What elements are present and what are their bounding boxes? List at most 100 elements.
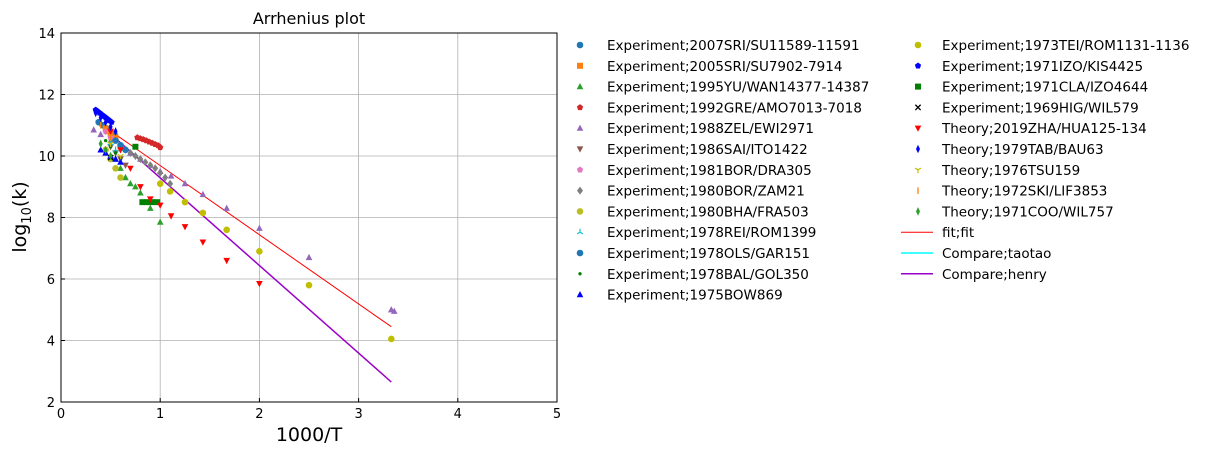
data-point bbox=[167, 213, 175, 220]
legend-entry: Experiment;1969HIG/WIL579 bbox=[914, 100, 1139, 116]
legend-label: Experiment;2007SRI/SU11589-11591 bbox=[607, 38, 860, 54]
legend-marker bbox=[576, 291, 584, 298]
legend-marker bbox=[576, 146, 584, 153]
legend-entry: Experiment;1973TEI/ROM1131-1136 bbox=[914, 38, 1189, 54]
series-theory-2019zha-hua125-134 bbox=[107, 128, 263, 288]
legend-marker bbox=[576, 208, 584, 215]
legend-label: Theory;1976TSU159 bbox=[941, 163, 1080, 179]
legend-label: Experiment;1978BAL/GOL350 bbox=[607, 267, 809, 283]
legend-entry: Experiment;1978REI/ROM1399 bbox=[576, 225, 816, 241]
data-point bbox=[103, 117, 108, 127]
data-point bbox=[112, 155, 119, 162]
data-point bbox=[137, 189, 144, 196]
legend-label: Theory;1979TAB/BAU63 bbox=[941, 142, 1104, 158]
x-axis-label: 1000/T bbox=[276, 424, 343, 446]
legend-label: Experiment;1995YU/WAN14377-14387 bbox=[607, 80, 869, 96]
data-point bbox=[167, 179, 174, 188]
legend-marker bbox=[915, 83, 921, 90]
legend-entry: Experiment;1980BOR/ZAM21 bbox=[577, 184, 805, 200]
legend-label: Experiment;1980BOR/ZAM21 bbox=[607, 184, 805, 200]
data-point bbox=[142, 158, 149, 167]
data-point bbox=[127, 180, 134, 187]
data-point bbox=[122, 162, 129, 169]
data-point bbox=[256, 281, 263, 288]
legend-entry: Experiment;1995YU/WAN14377-14387 bbox=[576, 80, 869, 96]
legend-entry: Theory;1971COO/WIL757 bbox=[916, 204, 1114, 220]
data-point bbox=[113, 151, 118, 155]
y-tick-label: 2 bbox=[47, 396, 55, 411]
legend-label: Experiment;1975BOW869 bbox=[607, 288, 783, 304]
data-point bbox=[139, 199, 146, 206]
data-point bbox=[112, 165, 119, 172]
legend-entry: Experiment;1971CLA/IZO4644 bbox=[915, 80, 1148, 96]
legend-entry: Compare;taotao bbox=[901, 246, 1051, 262]
data-point bbox=[108, 118, 115, 125]
data-point bbox=[108, 151, 113, 161]
legend-label: Experiment;2005SRI/SU7902-7914 bbox=[607, 59, 842, 75]
data-point bbox=[112, 137, 119, 144]
data-point bbox=[305, 281, 313, 289]
data-point bbox=[256, 248, 263, 255]
legend-entry: Experiment;1971IZO/KIS4425 bbox=[914, 59, 1143, 75]
y-tick-label: 4 bbox=[47, 335, 55, 350]
data-point bbox=[137, 155, 144, 163]
data-point bbox=[167, 172, 175, 179]
data-point bbox=[117, 158, 124, 165]
line-fit-fit bbox=[95, 120, 392, 328]
legend-label: Experiment;1978REI/ROM1399 bbox=[607, 225, 816, 241]
legend-entry: Theory;2019ZHA/HUA125-134 bbox=[914, 121, 1147, 137]
legend-entry: Experiment;1978OLS/GAR151 bbox=[576, 246, 810, 262]
legend-marker bbox=[576, 166, 584, 173]
data-point bbox=[117, 174, 124, 181]
legend-marker bbox=[914, 167, 922, 174]
data-point bbox=[117, 147, 124, 154]
data-point bbox=[157, 169, 164, 177]
series-experiment-1973tei-rom1131-1136 bbox=[156, 180, 395, 343]
data-point bbox=[127, 165, 134, 172]
legend-entry: Experiment;1981BOR/DRA305 bbox=[576, 163, 812, 179]
line-compare-henry bbox=[100, 124, 392, 383]
legend-label: Experiment;1981BOR/DRA305 bbox=[607, 163, 812, 179]
data-point bbox=[147, 204, 154, 211]
legend-marker bbox=[576, 83, 584, 90]
legend-entry: Experiment;1978BAL/GOL350 bbox=[578, 267, 809, 283]
data-point bbox=[156, 202, 164, 209]
data-point bbox=[199, 190, 207, 198]
data-point bbox=[122, 173, 129, 181]
data-point bbox=[166, 188, 174, 195]
y-axis-label: log10(k) bbox=[9, 181, 35, 252]
data-point bbox=[305, 253, 313, 261]
legend-marker bbox=[577, 186, 583, 195]
data-point bbox=[162, 173, 169, 182]
legend-marker bbox=[916, 207, 920, 216]
data-point bbox=[117, 153, 124, 160]
data-point bbox=[103, 145, 108, 155]
data-point bbox=[181, 224, 189, 231]
data-point bbox=[152, 164, 159, 173]
data-point bbox=[113, 127, 118, 136]
data-point bbox=[117, 164, 124, 171]
legend-label: Experiment;1978OLS/GAR151 bbox=[607, 246, 810, 262]
legend-entry: Theory;1979TAB/BAU63 bbox=[916, 142, 1104, 158]
legend-entry: Experiment;2005SRI/SU7902-7914 bbox=[577, 59, 842, 75]
legend-marker bbox=[914, 125, 922, 132]
legend-marker bbox=[576, 104, 584, 111]
series-experiment-1978ols-gar151 bbox=[112, 137, 129, 154]
data-point bbox=[107, 141, 114, 147]
data-point bbox=[388, 335, 395, 343]
data-point bbox=[98, 139, 103, 148]
y-tick-label: 6 bbox=[47, 273, 55, 288]
data-point bbox=[107, 128, 114, 135]
legend-marker bbox=[914, 41, 922, 49]
legend-label: fit;fit bbox=[942, 225, 974, 241]
data-point bbox=[223, 226, 230, 234]
legend-marker bbox=[578, 272, 582, 276]
data-point bbox=[223, 257, 230, 265]
legend-marker bbox=[577, 62, 583, 69]
y-axis-label-base: log bbox=[9, 224, 31, 253]
x-tick-label: 4 bbox=[454, 407, 462, 422]
data-point bbox=[181, 180, 189, 187]
legend-entry: Experiment;2007SRI/SU11589-11591 bbox=[576, 38, 860, 54]
legend-entry: Experiment;1980BHA/FRA503 bbox=[576, 204, 809, 220]
x-axis-ticks: 0 1 2 3 4 5 bbox=[57, 398, 561, 422]
